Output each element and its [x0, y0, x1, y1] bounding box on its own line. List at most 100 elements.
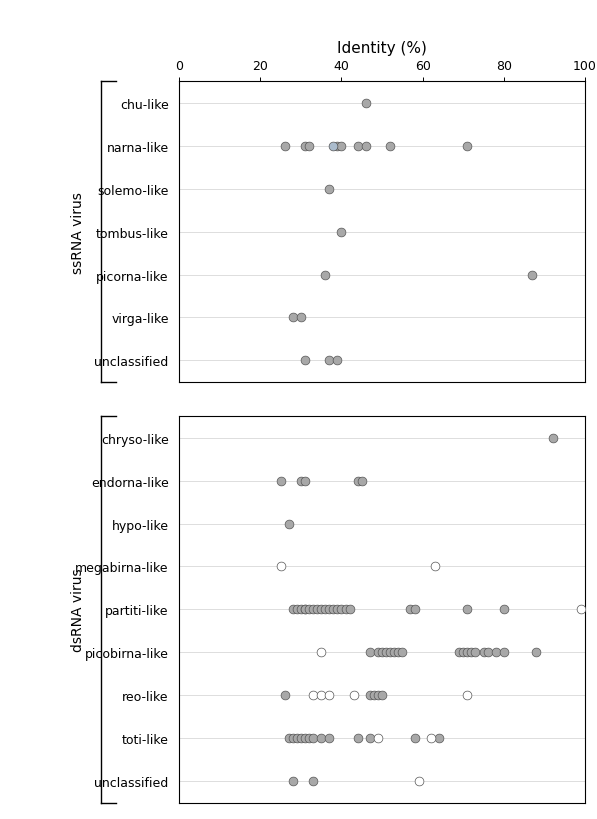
Point — [337, 140, 346, 153]
Point — [316, 689, 326, 702]
Point — [365, 689, 375, 702]
Point — [316, 603, 326, 616]
Point — [328, 603, 338, 616]
Point — [300, 603, 310, 616]
Point — [373, 731, 383, 744]
Point — [373, 646, 383, 659]
Point — [463, 689, 472, 702]
Point — [406, 603, 416, 616]
Point — [454, 646, 464, 659]
Point — [389, 646, 399, 659]
Point — [325, 603, 334, 616]
Point — [345, 603, 355, 616]
Point — [410, 603, 419, 616]
Point — [292, 731, 301, 744]
X-axis label: Identity (%): Identity (%) — [337, 42, 427, 57]
Point — [300, 603, 310, 616]
Point — [308, 731, 318, 744]
Point — [288, 731, 297, 744]
Point — [499, 603, 509, 616]
Point — [470, 646, 480, 659]
Text: ssRNA virus: ssRNA virus — [70, 192, 85, 274]
Point — [337, 226, 346, 239]
Point — [296, 474, 306, 487]
Point — [280, 140, 290, 153]
Point — [300, 140, 310, 153]
Point — [333, 603, 342, 616]
Point — [325, 689, 334, 702]
Point — [304, 731, 314, 744]
Point — [296, 731, 306, 744]
Point — [325, 731, 334, 744]
Point — [341, 603, 350, 616]
Point — [292, 603, 301, 616]
Point — [398, 646, 407, 659]
Point — [304, 603, 314, 616]
Point — [369, 689, 378, 702]
Point — [333, 140, 342, 153]
Point — [325, 355, 334, 368]
Point — [308, 775, 318, 788]
Point — [304, 140, 314, 153]
Point — [386, 140, 395, 153]
Point — [328, 140, 338, 153]
Point — [353, 731, 362, 744]
Point — [288, 311, 297, 324]
Point — [308, 603, 318, 616]
Point — [463, 140, 472, 153]
Point — [373, 689, 383, 702]
Point — [316, 731, 326, 744]
Point — [377, 689, 387, 702]
Point — [276, 560, 285, 573]
Point — [377, 646, 387, 659]
Point — [325, 183, 334, 196]
Point — [361, 97, 371, 111]
Point — [479, 646, 488, 659]
Point — [576, 603, 586, 616]
Point — [434, 731, 444, 744]
Point — [300, 731, 310, 744]
Point — [316, 646, 326, 659]
Point — [353, 140, 362, 153]
Point — [288, 775, 297, 788]
Point — [430, 560, 439, 573]
Point — [548, 432, 558, 445]
Point — [296, 311, 306, 324]
Point — [410, 731, 419, 744]
Point — [280, 689, 290, 702]
Point — [365, 731, 375, 744]
Point — [321, 603, 330, 616]
Point — [491, 646, 500, 659]
Point — [300, 474, 310, 487]
Point — [288, 603, 297, 616]
Point — [531, 646, 541, 659]
Point — [337, 603, 346, 616]
Point — [463, 603, 472, 616]
Point — [300, 355, 310, 368]
Point — [284, 518, 294, 531]
Point — [321, 269, 330, 282]
Point — [312, 603, 322, 616]
Point — [386, 646, 395, 659]
Point — [333, 355, 342, 368]
Point — [308, 689, 318, 702]
Point — [528, 269, 537, 282]
Point — [458, 646, 468, 659]
Point — [357, 474, 367, 487]
Point — [365, 646, 375, 659]
Point — [284, 731, 294, 744]
Point — [276, 474, 285, 487]
Point — [463, 646, 472, 659]
Point — [426, 731, 436, 744]
Point — [393, 646, 403, 659]
Point — [353, 474, 362, 487]
Text: dsRNA virus: dsRNA virus — [70, 568, 85, 651]
Point — [361, 140, 371, 153]
Point — [499, 646, 509, 659]
Point — [414, 775, 423, 788]
Point — [467, 646, 476, 659]
Point — [381, 646, 391, 659]
Point — [349, 689, 358, 702]
Point — [296, 603, 306, 616]
Point — [483, 646, 493, 659]
